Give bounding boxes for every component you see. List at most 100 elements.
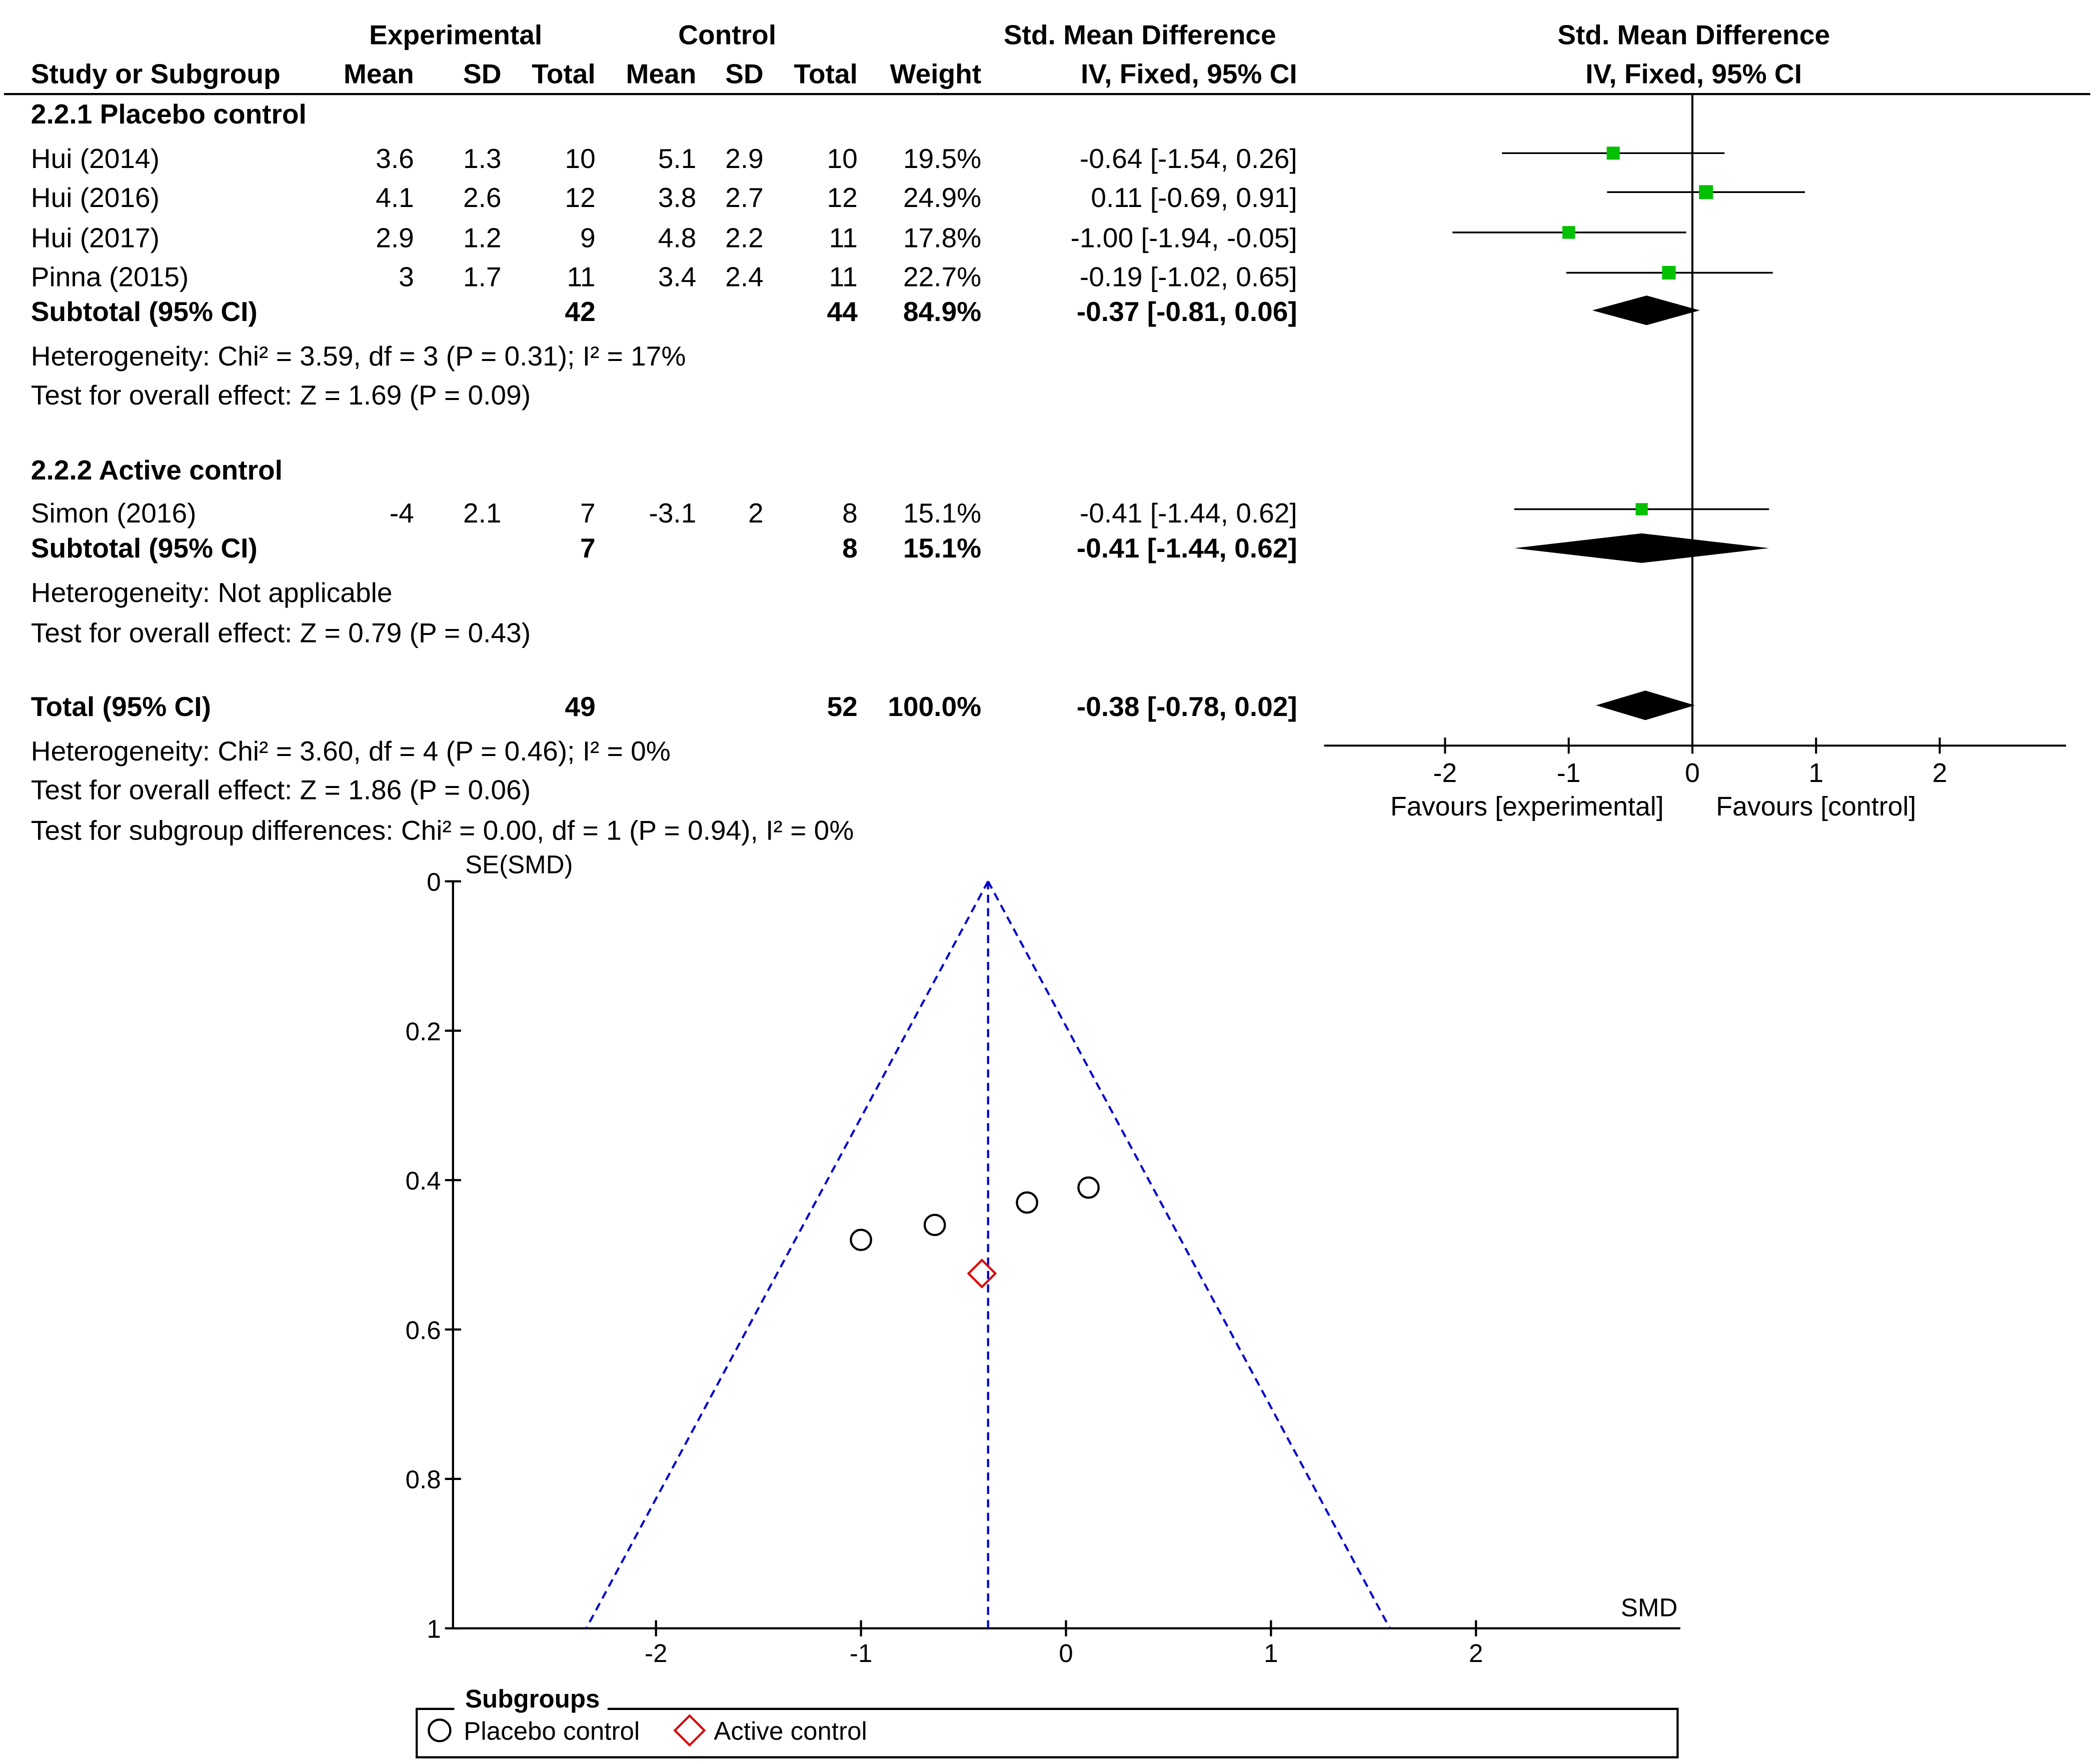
favours-experimental-label: Favours [experimental] bbox=[1390, 792, 1664, 822]
forest-x-tick-label: -2 bbox=[1433, 758, 1457, 788]
ctl-total: 52 bbox=[827, 691, 858, 722]
ctl-mean: 3.8 bbox=[658, 182, 697, 213]
ci: -0.41 [-1.44, 0.62] bbox=[1080, 498, 1297, 528]
forest-subtotal-diamond bbox=[1514, 533, 1769, 563]
weight: 24.9% bbox=[903, 182, 981, 213]
table-row: Hui (2016) 4.1 2.6 12 3.8 2.7 12 24.9% 0… bbox=[31, 182, 1297, 213]
col-exp-mean: Mean bbox=[344, 58, 414, 90]
legend-circle-marker bbox=[428, 1718, 452, 1742]
heterogeneity-text: Heterogeneity: Chi² = 3.59, df = 3 (P = … bbox=[31, 340, 686, 372]
forest-x-tick-label: -1 bbox=[1557, 758, 1581, 788]
table-row: Hui (2017) 2.9 1.2 9 4.8 2.2 11 17.8% -1… bbox=[31, 222, 1297, 253]
exp-total: 9 bbox=[580, 222, 596, 253]
exp-mean: -4 bbox=[390, 498, 414, 528]
col-weight: Weight bbox=[890, 58, 982, 90]
overall-effect-text: Test for overall effect: Z = 0.79 (P = 0… bbox=[31, 617, 531, 648]
exp-total: 7 bbox=[580, 498, 596, 528]
col-exp-total: Total bbox=[532, 58, 596, 90]
ci: -0.64 [-1.54, 0.26] bbox=[1080, 143, 1297, 174]
weight: 100.0% bbox=[888, 691, 981, 722]
ctl-total: 11 bbox=[829, 261, 858, 292]
exp-total: 7 bbox=[580, 532, 596, 564]
funnel-x-tick-label: -1 bbox=[850, 1639, 872, 1668]
funnel-y-tick-label: 1 bbox=[427, 1614, 441, 1643]
funnel-x-tick-label: 0 bbox=[1059, 1639, 1073, 1668]
weight: 22.7% bbox=[903, 261, 981, 292]
header-experimental: Experimental bbox=[369, 20, 542, 50]
ctl-sd: 2.4 bbox=[725, 261, 764, 292]
subtotal-label: Subtotal (95% CI) bbox=[31, 296, 258, 327]
exp-total: 10 bbox=[565, 143, 595, 174]
subtotal-row: Subtotal (95% CI) 42 44 84.9% -0.37 [-0.… bbox=[31, 296, 1297, 327]
study-name: Hui (2016) bbox=[31, 182, 160, 213]
weight: 84.9% bbox=[903, 296, 981, 327]
legend-label-placebo: Placebo control bbox=[464, 1717, 640, 1746]
ctl-sd: 2.7 bbox=[725, 182, 764, 213]
forest-plot-area: -2 -1 0 1 2 Favours [experimental] Favours [co… bbox=[1324, 94, 2066, 822]
total-row: Total (95% CI) 49 52 100.0% -0.38 [-0.78… bbox=[31, 691, 1297, 722]
forest-study-square bbox=[1606, 146, 1620, 160]
ci: -0.41 [-1.44, 0.62] bbox=[1077, 532, 1297, 564]
exp-mean: 4.1 bbox=[376, 182, 414, 213]
table-row: Hui (2014) 3.6 1.3 10 5.1 2.9 10 19.5% -… bbox=[31, 143, 1297, 174]
subgroup-title: 2.2.1 Placebo control bbox=[31, 98, 307, 130]
funnel-point-placebo bbox=[923, 1214, 946, 1236]
header-control: Control bbox=[678, 20, 776, 50]
funnel-y-tick-label: 0 bbox=[427, 868, 441, 896]
weight: 15.1% bbox=[903, 498, 981, 528]
forest-study-square bbox=[1662, 266, 1676, 280]
subgroup-title: 2.2.2 Active control bbox=[31, 454, 283, 486]
ci: -0.19 [-1.02, 0.65] bbox=[1080, 261, 1297, 292]
ci: -0.37 [-0.81, 0.06] bbox=[1077, 296, 1297, 327]
exp-total: 11 bbox=[567, 261, 596, 292]
ctl-mean: 4.8 bbox=[658, 222, 697, 253]
ctl-mean: -3.1 bbox=[649, 498, 696, 528]
subgroup-differences-text: Test for subgroup differences: Chi² = 0.… bbox=[31, 814, 854, 846]
legend-diamond-marker bbox=[673, 1714, 706, 1747]
weight: 17.8% bbox=[903, 222, 981, 253]
study-name: Hui (2017) bbox=[31, 222, 160, 253]
funnel-x-tick-label: -2 bbox=[645, 1639, 667, 1668]
heterogeneity-text: Heterogeneity: Not applicable bbox=[31, 577, 393, 608]
subtotal-row: Subtotal (95% CI) 7 8 15.1% -0.41 [-1.44… bbox=[31, 532, 1297, 564]
funnel-point-placebo bbox=[1077, 1176, 1100, 1199]
legend-label-active: Active control bbox=[714, 1717, 867, 1746]
legend-frame bbox=[416, 1708, 1679, 1758]
forest-x-tick-label: 0 bbox=[1685, 758, 1700, 788]
col-ci-plot: IV, Fixed, 95% CI bbox=[1585, 58, 1802, 90]
ctl-total: 8 bbox=[842, 532, 858, 564]
exp-sd: 1.3 bbox=[463, 143, 502, 174]
exp-total: 12 bbox=[565, 182, 595, 213]
heterogeneity-text: Heterogeneity: Chi² = 3.60, df = 4 (P = … bbox=[31, 736, 671, 766]
funnel-right-limit bbox=[987, 880, 1391, 1629]
forest-subtotal-diamond bbox=[1592, 296, 1700, 326]
forest-study-square bbox=[1562, 226, 1575, 239]
exp-sd: 2.6 bbox=[463, 182, 502, 213]
weight: 19.5% bbox=[903, 143, 981, 174]
funnel-left-limit bbox=[585, 880, 989, 1629]
funnel-y-tick-label: 0.2 bbox=[406, 1017, 441, 1046]
forest-total-diamond bbox=[1596, 690, 1695, 720]
col-ctl-total: Total bbox=[794, 58, 858, 90]
study-name: Pinna (2015) bbox=[31, 261, 189, 292]
overall-effect-text: Test for overall effect: Z = 1.86 (P = 0… bbox=[31, 774, 531, 806]
funnel-x-tick-label: 1 bbox=[1264, 1639, 1278, 1668]
exp-sd: 1.2 bbox=[463, 222, 502, 253]
ctl-total: 8 bbox=[842, 498, 858, 528]
col-study: Study or Subgroup bbox=[31, 58, 281, 90]
exp-total: 42 bbox=[565, 296, 595, 327]
funnel-point-placebo bbox=[850, 1228, 872, 1252]
forest-x-tick-label: 2 bbox=[1932, 758, 1947, 788]
forest-study-square bbox=[1699, 185, 1713, 200]
legend: Subgroups Placebo control Active control bbox=[416, 1684, 1679, 1758]
weight: 15.1% bbox=[903, 532, 981, 564]
study-name: Simon (2016) bbox=[31, 498, 197, 528]
exp-sd: 2.1 bbox=[463, 498, 502, 528]
favours-control-label: Favours [control] bbox=[1716, 792, 1916, 822]
forest-study-square bbox=[1635, 503, 1648, 516]
exp-total: 49 bbox=[565, 691, 595, 722]
funnel-point-placebo bbox=[1016, 1191, 1038, 1214]
exp-sd: 1.7 bbox=[463, 261, 502, 292]
funnel-plot-area: 0 0.2 0.4 0.6 0.8 1 -2 -1 0 1 2 SE(SMD) SMD bbox=[406, 850, 1680, 1668]
